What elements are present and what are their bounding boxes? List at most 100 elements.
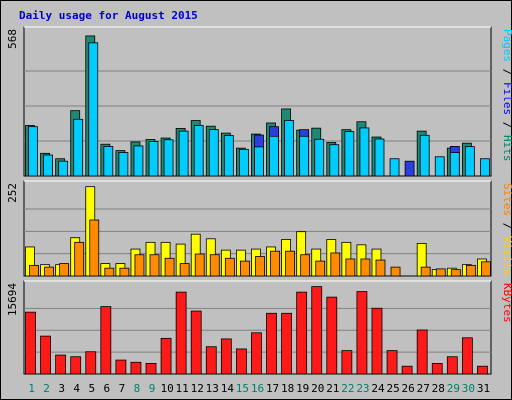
bar-kbytes-day-8 bbox=[130, 361, 142, 375]
bar-kbytes-day-7 bbox=[115, 359, 127, 375]
x-tick-label-day-10: 10 bbox=[160, 382, 173, 395]
bar-sites-day-22 bbox=[345, 258, 356, 277]
bar-kbytes-day-30 bbox=[461, 337, 473, 375]
bar-sites-day-7 bbox=[119, 267, 130, 277]
x-tick-label-day-23: 23 bbox=[356, 382, 369, 395]
x-tick-label-day-16: 16 bbox=[251, 382, 264, 395]
bar-pages-day-3 bbox=[58, 160, 69, 177]
bar-sites-day-25 bbox=[390, 266, 401, 277]
bar-kbytes-day-9 bbox=[145, 363, 157, 375]
x-tick-label-day-14: 14 bbox=[221, 382, 235, 395]
x-tick-label-day-13: 13 bbox=[206, 382, 219, 395]
x-tick-label-day-25: 25 bbox=[386, 382, 399, 395]
bar-kbytes-day-3 bbox=[55, 354, 67, 375]
bar-sites-day-12 bbox=[194, 253, 205, 277]
bar-kbytes-day-21 bbox=[326, 296, 338, 375]
bar-pages-day-12 bbox=[193, 125, 204, 177]
bar-sites-day-29 bbox=[450, 269, 461, 277]
bar-kbytes-day-28 bbox=[431, 363, 443, 375]
legend: Sites / Visits bbox=[501, 183, 512, 276]
bar-pages-day-28 bbox=[434, 156, 445, 177]
bar-kbytes-day-13 bbox=[205, 346, 217, 375]
bar-sites-day-18 bbox=[285, 250, 295, 277]
legend-text: KBytes bbox=[501, 283, 512, 323]
bar-sites-day-6 bbox=[104, 267, 115, 277]
bar-kbytes-day-11 bbox=[175, 291, 187, 375]
bar-kbytes-day-4 bbox=[70, 356, 82, 375]
bar-sites-day-5 bbox=[89, 219, 100, 277]
x-tick-label-day-1: 1 bbox=[28, 382, 35, 395]
bar-sites-day-30 bbox=[465, 264, 476, 277]
bar-pages-day-29 bbox=[449, 152, 460, 177]
x-tick-label-day-28: 28 bbox=[432, 382, 445, 395]
x-tick-label-day-29: 29 bbox=[447, 382, 460, 395]
x-tick-label-day-17: 17 bbox=[266, 382, 279, 395]
legend-hits: Hits bbox=[501, 135, 512, 162]
bar-kbytes-day-5 bbox=[85, 351, 97, 375]
hits-panel: 568 Pages / Files / Hits bbox=[6, 26, 512, 177]
bar-sites-day-27 bbox=[420, 266, 431, 277]
bar-kbytes-day-12 bbox=[190, 310, 202, 375]
bar-kbytes-day-19 bbox=[296, 291, 308, 375]
bar-sites-day-13 bbox=[209, 254, 220, 277]
x-tick-label-day-18: 18 bbox=[281, 382, 294, 395]
y-max-label: 568 bbox=[6, 29, 19, 49]
bar-pages-day-19 bbox=[299, 135, 310, 177]
legend-text: Sites / Visits bbox=[501, 183, 512, 276]
bar-pages-day-30 bbox=[464, 146, 475, 177]
y-max-label: 15694 bbox=[6, 283, 19, 316]
x-tick-label-day-20: 20 bbox=[311, 382, 324, 395]
chart-panels: 568 Pages / Files / Hits 252 Sites / Visits… bbox=[6, 26, 512, 375]
x-tick-label-day-15: 15 bbox=[236, 382, 249, 395]
bar-sites-day-20 bbox=[315, 260, 326, 277]
bar-sites-day-14 bbox=[224, 257, 235, 277]
bar-kbytes-day-26 bbox=[401, 365, 413, 375]
bar-kbytes-day-16 bbox=[251, 332, 262, 375]
x-tick-label-day-7: 7 bbox=[119, 382, 126, 395]
bar-kbytes-day-6 bbox=[100, 306, 112, 375]
bar-sites-day-9 bbox=[149, 254, 160, 277]
x-tick-label-day-5: 5 bbox=[88, 382, 95, 395]
x-tick-label-day-31: 31 bbox=[477, 382, 490, 395]
x-tick-label-day-8: 8 bbox=[134, 382, 141, 395]
x-tick-label-day-21: 21 bbox=[326, 382, 339, 395]
bar-pages-day-18 bbox=[284, 120, 294, 177]
bar-kbytes-day-31 bbox=[477, 365, 488, 375]
bar-kbytes-day-18 bbox=[281, 312, 292, 375]
legend-visits: Visits bbox=[501, 236, 512, 276]
legend-text: Pages / Files / Hits bbox=[501, 29, 512, 162]
x-axis: 1 2 3 4 5 6 7 8 9 10 11 12 13 14 15 16 17 18 19 20 21 22 23 24 2… bbox=[28, 382, 490, 395]
bar-sites-day-10 bbox=[164, 257, 175, 277]
legend-separator: / bbox=[501, 62, 512, 82]
chart-title: Daily usage for August 2015 bbox=[19, 9, 198, 22]
x-tick-label-day-27: 27 bbox=[417, 382, 430, 395]
x-tick-label-day-11: 11 bbox=[176, 382, 189, 395]
x-tick-label-day-3: 3 bbox=[58, 382, 65, 395]
bar-sites-day-2 bbox=[44, 266, 54, 277]
bar-pages-day-23 bbox=[359, 127, 370, 177]
legend-separator: / bbox=[501, 216, 512, 236]
bar-pages-day-16 bbox=[254, 146, 264, 177]
bar-pages-day-22 bbox=[344, 131, 355, 177]
bar-kbytes-day-2 bbox=[40, 335, 51, 375]
bar-pages-day-13 bbox=[208, 129, 219, 177]
bar-kbytes-day-23 bbox=[356, 291, 368, 375]
bar-sites-day-28 bbox=[435, 268, 446, 277]
bar-kbytes-day-14 bbox=[220, 338, 232, 375]
bar-kbytes-day-24 bbox=[371, 307, 383, 375]
bar-sites-day-31 bbox=[481, 261, 491, 277]
bar-pages-day-20 bbox=[314, 138, 325, 177]
bar-sites-day-11 bbox=[179, 263, 190, 277]
x-tick-label-day-6: 6 bbox=[104, 382, 111, 395]
bar-pages-day-5 bbox=[88, 42, 99, 177]
bar-pages-day-14 bbox=[223, 135, 234, 177]
bar-pages-day-27 bbox=[419, 134, 430, 177]
bar-sites-day-4 bbox=[74, 241, 85, 277]
bar-pages-day-21 bbox=[329, 144, 340, 177]
bar-pages-day-2 bbox=[43, 154, 53, 177]
legend-separator: / bbox=[501, 115, 512, 135]
x-tick-label-day-22: 22 bbox=[341, 382, 354, 395]
bar-pages-day-25 bbox=[389, 158, 400, 177]
bar-kbytes-day-10 bbox=[160, 337, 172, 375]
